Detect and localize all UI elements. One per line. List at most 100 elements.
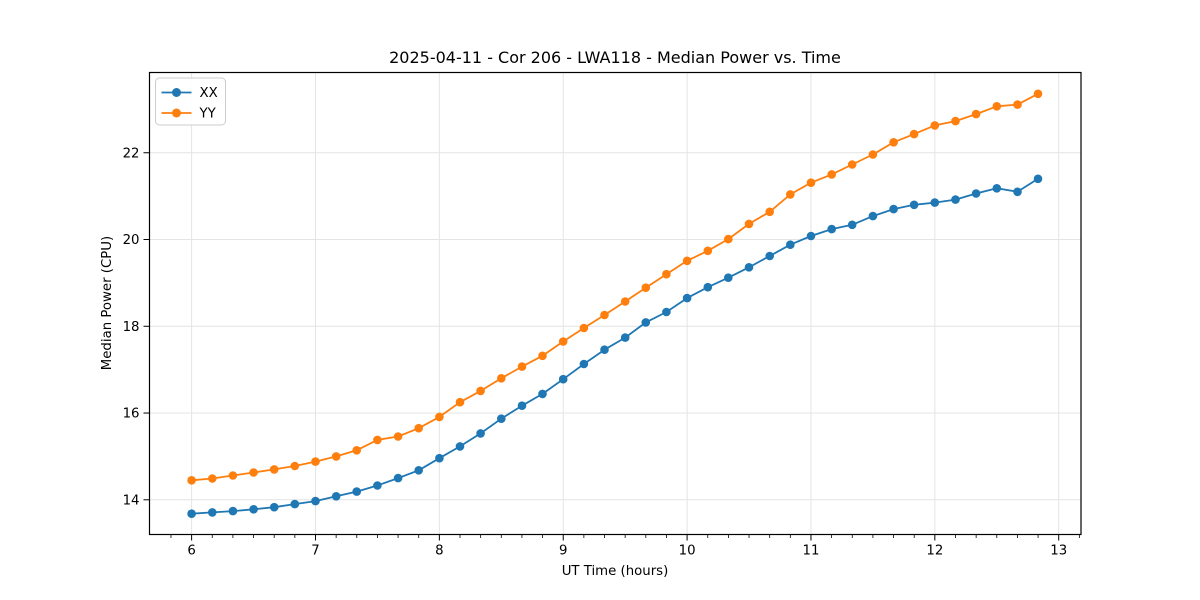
series-marker-yy	[1033, 89, 1043, 99]
series-marker-xx	[269, 502, 279, 512]
series-marker-yy	[558, 337, 568, 346]
y-tick-label: 18	[123, 320, 140, 335]
series-marker-yy	[269, 465, 279, 474]
y-tick-label: 16	[123, 407, 140, 422]
series-marker-yy	[620, 297, 630, 306]
x-axis-label: UT Time (hours)	[562, 564, 669, 579]
series-marker-xx	[290, 499, 300, 509]
series-marker-xx	[393, 473, 403, 483]
series-marker-xx	[682, 293, 692, 303]
series-marker-yy	[497, 374, 506, 383]
series-marker-yy	[455, 397, 465, 407]
x-tick-label: 13	[1050, 544, 1067, 559]
series-marker-xx	[765, 251, 774, 261]
series-marker-xx	[620, 333, 630, 342]
series-marker-yy	[517, 362, 527, 371]
series-marker-xx	[538, 389, 547, 399]
series-marker-yy	[806, 178, 816, 187]
series-marker-xx	[600, 345, 609, 355]
x-tick-label: 8	[435, 544, 443, 559]
series-marker-yy	[373, 435, 382, 445]
series-marker-yy	[951, 116, 960, 126]
series-marker-yy	[992, 102, 1002, 111]
series-marker-xx	[414, 466, 424, 475]
series-marker-xx	[1013, 187, 1022, 197]
series-marker-xx	[889, 204, 898, 214]
series-marker-yy	[393, 432, 403, 441]
series-marker-xx	[827, 224, 836, 234]
series-marker-yy	[435, 412, 444, 422]
series-marker-xx	[744, 263, 754, 272]
series-marker-yy	[600, 310, 609, 320]
series-marker-xx	[352, 487, 362, 496]
x-tick-label: 10	[679, 544, 696, 559]
series-marker-yy	[228, 471, 238, 480]
series-marker-yy	[971, 109, 981, 119]
series-marker-xx	[724, 273, 733, 283]
series-marker-xx	[909, 200, 919, 210]
series-marker-xx	[579, 359, 589, 369]
series-marker-yy	[765, 207, 774, 217]
series-marker-xx	[641, 318, 651, 327]
x-tick-label: 6	[187, 544, 195, 559]
series-marker-xx	[786, 240, 795, 249]
series-marker-yy	[909, 129, 919, 139]
series-marker-yy	[930, 121, 940, 130]
series-marker-yy	[889, 138, 898, 147]
series-marker-yy	[847, 160, 857, 169]
series-marker-xx	[971, 189, 981, 198]
series-marker-xx	[249, 505, 258, 514]
series-marker-yy	[868, 150, 878, 159]
series-marker-xx	[228, 506, 238, 516]
series-marker-xx	[806, 231, 816, 241]
y-tick-label: 14	[123, 493, 140, 508]
y-tick-label: 20	[123, 233, 140, 248]
series-marker-xx	[373, 481, 382, 490]
x-tick-label: 9	[559, 544, 567, 559]
series-marker-yy	[724, 234, 733, 244]
series-marker-yy	[579, 323, 589, 333]
series-marker-yy	[703, 246, 713, 256]
plot-area	[149, 72, 1081, 535]
series-marker-yy	[786, 190, 795, 199]
series-marker-xx	[868, 211, 878, 221]
series-marker-yy	[682, 256, 692, 266]
series-marker-yy	[187, 476, 196, 485]
y-tick-label: 22	[123, 146, 140, 161]
series-marker-xx	[517, 401, 527, 411]
series-marker-yy	[641, 283, 651, 293]
series-marker-yy	[331, 452, 341, 461]
chart-title: 2025-04-11 - Cor 206 - LWA118 - Median P…	[389, 48, 841, 67]
series-marker-yy	[414, 423, 424, 433]
series-marker-xx	[662, 307, 671, 317]
x-tick-label: 11	[803, 544, 820, 559]
series-marker-xx	[558, 374, 568, 384]
legend-marker-sample	[172, 88, 181, 97]
series-marker-xx	[208, 508, 217, 517]
axes-spines	[148, 71, 1082, 536]
legend-marker-sample	[172, 108, 181, 118]
series-marker-yy	[538, 351, 547, 361]
series-marker-xx	[311, 496, 320, 506]
x-tick-label: 7	[311, 544, 319, 559]
series-marker-xx	[497, 414, 506, 424]
series-marker-yy	[1013, 100, 1022, 109]
series-marker-xx	[476, 429, 485, 438]
series-marker-yy	[249, 468, 258, 477]
plot-root: 6 7 8 9 10 11 12 13 14 16 18 20 22 XX YY	[123, 71, 1082, 559]
series-marker-yy	[662, 269, 671, 279]
series-marker-xx	[703, 282, 713, 292]
series-marker-xx	[331, 492, 341, 501]
series-marker-xx	[951, 195, 960, 204]
series-marker-xx	[435, 453, 444, 463]
legend-item-label: YY	[199, 107, 217, 122]
series-marker-xx	[455, 442, 465, 451]
series-marker-yy	[827, 170, 836, 179]
series-marker-yy	[311, 457, 320, 466]
series-marker-xx	[847, 220, 857, 230]
series-marker-xx	[992, 184, 1002, 193]
series-marker-yy	[352, 446, 362, 455]
y-axis-label: Median Power (CPU)	[100, 236, 115, 370]
